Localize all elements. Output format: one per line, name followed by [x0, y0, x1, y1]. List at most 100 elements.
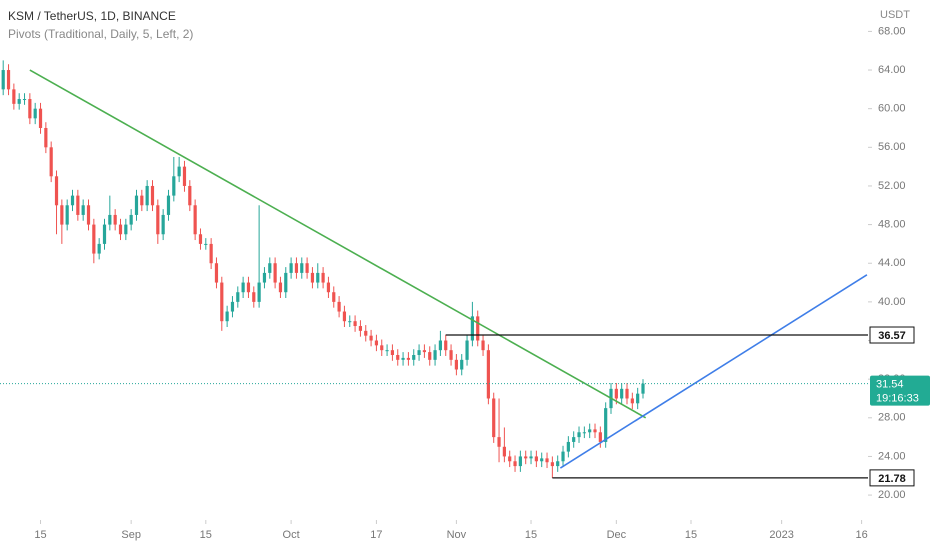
candle-body	[545, 458, 549, 463]
candle-body	[316, 272, 320, 283]
pivot-label: 36.57	[878, 330, 906, 342]
candle-body	[481, 340, 485, 351]
trend-line	[29, 69, 647, 419]
y-tick-label: 56.00	[878, 141, 906, 153]
candle-body	[588, 429, 592, 433]
candle-body	[97, 243, 101, 254]
candle-body	[390, 350, 395, 356]
candle-body	[358, 326, 363, 331]
x-tick-label: 15	[525, 529, 537, 541]
candle-body	[321, 272, 325, 283]
candle-body	[433, 350, 437, 360]
candle-body	[6, 70, 11, 90]
candle-body	[86, 205, 91, 225]
x-tick-label: Dec	[607, 529, 627, 541]
candle-body	[166, 195, 171, 215]
candle-body	[465, 340, 469, 360]
pivot-label: 21.78	[878, 473, 906, 485]
candle-body	[524, 456, 528, 459]
candle-body	[150, 185, 155, 206]
candle-body	[438, 340, 442, 351]
candle-body	[17, 99, 21, 104]
candle-body	[353, 321, 357, 327]
candle-body	[198, 234, 203, 244]
candle-body	[60, 205, 64, 225]
candle-body	[204, 243, 208, 245]
candle-body	[33, 108, 37, 119]
candle-body	[177, 166, 181, 177]
y-tick-label: 28.00	[878, 412, 906, 424]
candle-body	[172, 176, 176, 196]
candle-body	[604, 408, 608, 442]
y-tick-label: 44.00	[878, 257, 906, 269]
candle-body	[593, 429, 597, 433]
candle-body	[268, 263, 272, 273]
candle-body	[326, 282, 331, 293]
candle-body	[129, 214, 133, 225]
candle-body	[246, 282, 251, 293]
x-tick-label: 15	[200, 529, 212, 541]
candle-body	[294, 263, 299, 273]
trend-line	[559, 274, 868, 469]
indicator-label: Pivots (Traditional, Daily, 5, Left, 2)	[8, 27, 193, 41]
candle-body	[369, 335, 373, 341]
candle-body	[193, 205, 197, 235]
candle-body	[262, 272, 267, 283]
candle-body	[444, 340, 448, 351]
y-tick-label: 60.00	[878, 103, 906, 115]
y-tick-label: 64.00	[878, 64, 906, 76]
candle-body	[518, 456, 522, 467]
candle-body	[22, 99, 27, 101]
candle-body	[614, 388, 618, 399]
candle-body	[497, 437, 501, 447]
x-tick-label: 17	[370, 529, 382, 541]
candle-body	[486, 350, 490, 399]
candle-body	[182, 166, 187, 186]
candle-body	[380, 345, 384, 351]
candle-body	[209, 243, 213, 264]
candle-body	[332, 292, 336, 302]
candle-body	[470, 316, 474, 341]
plot-area	[1, 60, 645, 478]
candle-body	[140, 195, 144, 206]
candle-body	[529, 456, 533, 459]
candle-body	[406, 357, 411, 360]
candle-body	[550, 462, 554, 467]
candle-body	[70, 195, 75, 206]
candle-body	[556, 461, 560, 467]
candle-body	[348, 321, 352, 323]
candle-body	[65, 205, 69, 225]
x-tick-label: Nov	[447, 529, 467, 541]
candle-body	[38, 108, 43, 128]
candle-body	[577, 432, 581, 438]
candle-body	[54, 176, 59, 206]
candle-body	[502, 446, 506, 457]
candle-body	[230, 301, 235, 312]
candle-body	[636, 393, 640, 404]
x-tick-label: Oct	[283, 529, 300, 541]
last-price-label: 31.54	[876, 379, 904, 391]
candle-body	[598, 432, 602, 442]
candle-body	[161, 214, 165, 235]
candle-body	[156, 205, 160, 235]
candle-body	[236, 292, 240, 302]
candle-body	[476, 316, 480, 341]
candle-body	[513, 461, 517, 467]
candle-body	[284, 272, 288, 293]
candle-body	[118, 224, 123, 235]
x-tick-label: 16	[855, 529, 867, 541]
candle-body	[374, 340, 379, 346]
candle-body	[278, 282, 283, 293]
candle-body	[257, 282, 261, 302]
candle-body	[310, 272, 315, 283]
candle-body	[305, 263, 309, 273]
candle-body	[220, 282, 224, 322]
y-unit: USDT	[880, 9, 910, 21]
candle-body	[337, 301, 341, 312]
candle-body	[561, 451, 565, 462]
candle-body	[396, 355, 400, 360]
x-tick-label: 15	[34, 529, 46, 541]
candle-body	[540, 458, 544, 462]
candle-body	[534, 456, 538, 462]
